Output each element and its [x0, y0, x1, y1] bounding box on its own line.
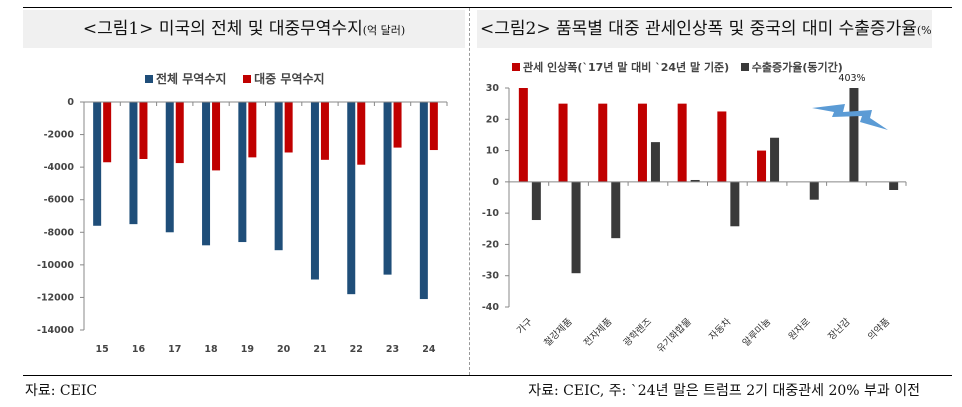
- y-tick-label: -14000: [37, 325, 74, 336]
- legend-swatch: [145, 75, 153, 83]
- x-tick-label: 18: [204, 344, 218, 355]
- legend-swatch: [740, 63, 749, 71]
- bar-series2: [531, 181, 541, 221]
- x-tick-label: 15: [96, 344, 109, 355]
- bar-series2: [650, 142, 660, 182]
- bar-series2: [212, 102, 221, 171]
- y-tick-label: -30: [482, 271, 500, 282]
- x-tick-label: 광학렌즈: [621, 315, 654, 348]
- bar-series2: [690, 179, 700, 182]
- bar-series2: [770, 137, 780, 182]
- bar-series2: [730, 181, 740, 227]
- chart2-title-text: <그림2> 품목별 대중 관세인상폭 및 중국의 대미 수출증가율: [480, 19, 917, 39]
- x-tick-label: 22: [350, 344, 363, 355]
- bar-series2: [393, 102, 402, 148]
- x-tick-label: 19: [241, 344, 254, 355]
- bar-series1: [310, 102, 319, 280]
- bar-series1: [558, 103, 568, 182]
- bottom-rule: [23, 375, 952, 376]
- bar-series2: [248, 102, 257, 158]
- y-tick-label: 0: [492, 177, 499, 188]
- y-tick-label: 30: [486, 83, 500, 94]
- y-tick-label: 10: [486, 146, 500, 157]
- x-tick-label: 16: [132, 344, 146, 355]
- footer-source-left: 자료: CEIC: [25, 383, 98, 399]
- bar-series2: [320, 102, 329, 160]
- panel-divider: [469, 8, 470, 375]
- bar-series1: [637, 103, 647, 182]
- bar-series2: [284, 102, 293, 153]
- bar-series2: [809, 181, 819, 200]
- chart1-title: <그림1> 미국의 전체 및 대중무역수지(억 달러): [23, 10, 465, 48]
- bar-series2: [139, 102, 148, 159]
- bar-series1: [419, 102, 428, 300]
- bar-series2: [571, 181, 581, 274]
- bar-series1: [383, 102, 392, 275]
- legend-label: 전체 무역수지: [156, 72, 227, 86]
- bar-series2: [175, 102, 184, 164]
- bar-series2: [103, 102, 112, 163]
- x-tick-label: 가구: [515, 316, 535, 336]
- legend-swatch: [243, 75, 252, 83]
- bar-series1: [129, 102, 138, 225]
- y-tick-label: -40: [482, 302, 500, 313]
- bar-series1: [274, 102, 283, 251]
- bar-series1: [757, 150, 767, 182]
- x-tick-label: 17: [168, 344, 181, 355]
- x-tick-label: 20: [277, 344, 291, 355]
- x-tick-label: 알루미늄: [741, 316, 774, 349]
- y-tick-label: 0: [67, 97, 74, 108]
- y-tick-label: -4000: [44, 162, 75, 173]
- x-tick-label: 유기화합물: [655, 316, 694, 355]
- bar-series1: [93, 102, 102, 226]
- top-rule: [23, 7, 952, 8]
- legend-swatch: [512, 63, 520, 71]
- y-tick-label: -10000: [37, 260, 74, 271]
- bar-series1: [165, 102, 174, 233]
- bar-series1: [347, 102, 356, 295]
- bar-series2: [889, 181, 899, 190]
- footer-source-right: 자료: CEIC, 주: `24년 말은 트럼프 2기 대중관세 20% 부과 …: [528, 383, 920, 399]
- x-tick-label: 장난감: [826, 315, 853, 342]
- bar-series1: [202, 102, 211, 246]
- bar-series2: [849, 88, 859, 182]
- legend-label: 관세 인상폭(`17년 말 대비 `24년 말 기준): [523, 61, 730, 74]
- y-tick-label: -6000: [44, 195, 75, 206]
- y-tick-label: -20: [482, 239, 500, 250]
- y-tick-label: -12000: [37, 292, 74, 303]
- x-tick-label: 전자제품: [582, 316, 615, 349]
- bar-series2: [429, 102, 438, 151]
- y-tick-label: -2000: [44, 130, 75, 141]
- chart2-title: <그림2> 품목별 대중 관세인상폭 및 중국의 대미 수출증가율(%): [477, 10, 932, 48]
- bar-series1: [518, 88, 528, 182]
- x-tick-label: 의약품: [865, 315, 892, 342]
- bar-series1: [238, 102, 247, 243]
- axis-break-lightning-icon: [812, 104, 888, 130]
- bar-series2: [611, 181, 621, 239]
- chart1-legend: 전체 무역수지 대중 무역수지: [145, 70, 325, 87]
- y-tick-label: -8000: [44, 227, 75, 238]
- bar-series1: [598, 103, 608, 182]
- bar-series2: [357, 102, 366, 165]
- y-tick-label: -10: [482, 208, 500, 219]
- x-tick-label: 원자로: [787, 316, 814, 343]
- chart1-title-text: <그림1> 미국의 전체 및 대중무역수지: [82, 19, 363, 39]
- legend-label: 대중 무역수지: [254, 72, 325, 86]
- data-label-403: 403%: [838, 73, 865, 84]
- x-tick-label: 23: [386, 344, 399, 355]
- x-tick-label: 24: [422, 344, 436, 355]
- bar-series1: [717, 111, 727, 182]
- chart2-title-unit: (%): [916, 24, 932, 37]
- x-tick-label: 철강제품: [542, 316, 575, 349]
- bar-series1: [677, 103, 687, 182]
- x-tick-label: 자동차: [706, 315, 733, 342]
- legend-label: 수출증가율(동기간): [751, 61, 843, 74]
- y-tick-label: 20: [486, 114, 500, 125]
- chart1-title-unit: (억 달러): [362, 24, 406, 37]
- chart2-legend: 관세 인상폭(`17년 말 대비 `24년 말 기준) 수출증가율(동기간): [512, 59, 843, 75]
- x-tick-label: 21: [313, 344, 326, 355]
